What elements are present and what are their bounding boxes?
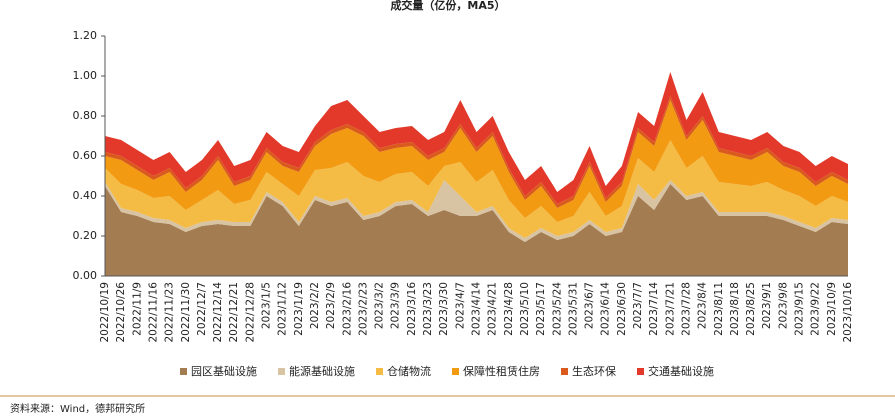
legend-label: 生态环保 bbox=[572, 364, 616, 378]
x-tick-label: 2022/12/21 bbox=[228, 282, 240, 343]
x-tick-label: 2022/10/26 bbox=[115, 282, 127, 343]
legend-swatch bbox=[561, 368, 568, 375]
x-tick-label: 2023/3/2 bbox=[374, 282, 386, 329]
x-tick-label: 2023/8/4 bbox=[697, 282, 709, 329]
x-tick-label: 2022/12/28 bbox=[244, 282, 256, 343]
legend-swatch bbox=[452, 368, 459, 375]
x-tick-label: 2023/7/14 bbox=[648, 282, 660, 336]
x-tick-label: 2023/7/21 bbox=[664, 282, 676, 336]
y-tick-label: 0.60 bbox=[73, 149, 98, 162]
x-tick-label: 2023/4/14 bbox=[471, 282, 483, 336]
y-tick-label: 0.80 bbox=[73, 109, 98, 122]
x-tick-label: 2023/3/23 bbox=[422, 282, 434, 336]
x-tick-label: 2023/7/28 bbox=[680, 282, 692, 336]
x-tick-label: 2022/11/30 bbox=[180, 282, 192, 343]
x-tick-label: 2023/1/5 bbox=[261, 282, 273, 329]
x-tick-label: 2023/4/28 bbox=[503, 282, 515, 336]
x-tick-label: 2023/9/15 bbox=[794, 282, 806, 336]
x-tick-label: 2023/3/9 bbox=[390, 282, 402, 329]
area bbox=[105, 140, 848, 238]
x-tick-label: 2023/6/14 bbox=[600, 282, 612, 336]
x-tick-label: 2023/2/9 bbox=[325, 282, 337, 329]
source: 资料来源：Wind，德邦研究所 bbox=[10, 402, 145, 415]
legend-label: 能源基础设施 bbox=[289, 364, 355, 378]
x-tick-label: 2023/10/16 bbox=[842, 282, 854, 343]
x-tick-label: 2023/4/7 bbox=[454, 282, 466, 329]
chart-title: 成交量（亿份，MA5） bbox=[390, 0, 505, 12]
x-tick-label: 2023/7/7 bbox=[632, 282, 644, 329]
x-tick-label: 2023/4/21 bbox=[487, 282, 499, 336]
x-tick-label: 2023/5/17 bbox=[535, 282, 547, 336]
y-tick-label: 1.20 bbox=[73, 29, 98, 42]
x-tick-label: 2022/12/7 bbox=[196, 282, 208, 336]
x-tick-label: 2023/6/7 bbox=[584, 282, 596, 329]
y-tick-label: 1.00 bbox=[73, 69, 98, 82]
area bbox=[105, 184, 848, 276]
x-tick-label: 2022/11/9 bbox=[131, 282, 143, 336]
x-tick-label: 2022/11/16 bbox=[147, 282, 159, 343]
x-tick-label: 2023/5/31 bbox=[567, 282, 579, 336]
area bbox=[105, 72, 848, 204]
legend-swatch bbox=[376, 368, 383, 375]
legend-swatch bbox=[180, 368, 187, 375]
legend-label: 园区基础设施 bbox=[191, 365, 257, 378]
x-tick-label: 2023/8/11 bbox=[713, 282, 725, 336]
legend-label: 保障性租赁住房 bbox=[463, 364, 540, 378]
x-tick-label: 2023/1/19 bbox=[293, 282, 305, 336]
x-tick-label: 2022/10/19 bbox=[99, 282, 111, 343]
y-tick-label: 0.40 bbox=[73, 189, 98, 202]
area bbox=[105, 100, 848, 222]
x-tick-label: 2023/5/10 bbox=[519, 282, 531, 336]
x-tick-label: 2023/9/1 bbox=[761, 282, 773, 329]
legend-label: 交通基础设施 bbox=[648, 364, 714, 378]
x-tick-label: 2023/8/25 bbox=[745, 282, 757, 336]
legend-swatch bbox=[637, 368, 644, 375]
x-tick-label: 2023/8/18 bbox=[729, 282, 741, 336]
x-tick-label: 2023/2/23 bbox=[357, 282, 369, 336]
x-tick-label: 2023/2/16 bbox=[341, 282, 353, 336]
x-tick-label: 2023/9/8 bbox=[777, 282, 789, 329]
x-tick-label: 2023/9/22 bbox=[810, 282, 822, 336]
x-tick-label: 2023/3/30 bbox=[438, 282, 450, 336]
x-tick-label: 2023/2/2 bbox=[309, 282, 321, 329]
legend-label: 仓储物流 bbox=[387, 364, 431, 378]
x-tick-label: 2023/3/16 bbox=[406, 282, 418, 336]
x-tick-label: 2022/12/14 bbox=[212, 282, 224, 343]
x-tick-label: 2023/5/24 bbox=[551, 282, 563, 336]
x-tick-label: 2023/6/30 bbox=[616, 282, 628, 336]
y-tick-label: 0.20 bbox=[73, 229, 98, 242]
y-tick-label: 0.00 bbox=[73, 269, 98, 282]
area bbox=[105, 180, 848, 242]
area bbox=[105, 96, 848, 208]
legend-swatch bbox=[278, 368, 285, 375]
x-tick-label: 2022/11/23 bbox=[164, 282, 176, 343]
x-tick-label: 2023/10/9 bbox=[826, 282, 838, 336]
x-tick-label: 2023/1/12 bbox=[277, 282, 289, 336]
